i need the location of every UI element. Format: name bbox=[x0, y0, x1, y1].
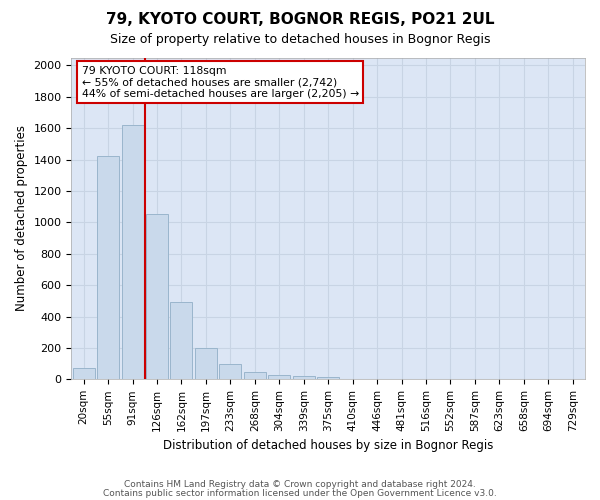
Bar bbox=[244, 372, 266, 380]
Text: 79, KYOTO COURT, BOGNOR REGIS, PO21 2UL: 79, KYOTO COURT, BOGNOR REGIS, PO21 2UL bbox=[106, 12, 494, 28]
Bar bbox=[293, 376, 315, 380]
Bar bbox=[268, 376, 290, 380]
X-axis label: Distribution of detached houses by size in Bognor Regis: Distribution of detached houses by size … bbox=[163, 440, 493, 452]
Bar bbox=[195, 348, 217, 380]
Y-axis label: Number of detached properties: Number of detached properties bbox=[15, 126, 28, 312]
Bar bbox=[122, 125, 143, 380]
Bar bbox=[146, 214, 168, 380]
Text: 79 KYOTO COURT: 118sqm
← 55% of detached houses are smaller (2,742)
44% of semi-: 79 KYOTO COURT: 118sqm ← 55% of detached… bbox=[82, 66, 359, 98]
Bar bbox=[220, 364, 241, 380]
Bar bbox=[97, 156, 119, 380]
Bar bbox=[317, 377, 339, 380]
Bar bbox=[73, 368, 95, 380]
Text: Contains HM Land Registry data © Crown copyright and database right 2024.: Contains HM Land Registry data © Crown c… bbox=[124, 480, 476, 489]
Text: Contains public sector information licensed under the Open Government Licence v3: Contains public sector information licen… bbox=[103, 490, 497, 498]
Bar bbox=[170, 302, 193, 380]
Text: Size of property relative to detached houses in Bognor Regis: Size of property relative to detached ho… bbox=[110, 32, 490, 46]
